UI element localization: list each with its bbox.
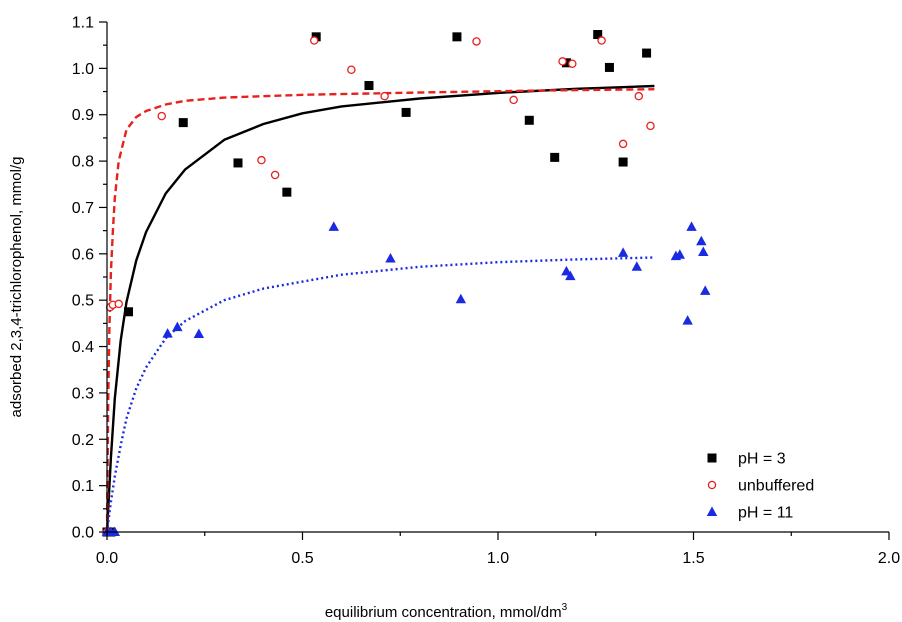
data-point bbox=[472, 37, 481, 46]
y-tick-label: 0.0 bbox=[72, 525, 94, 542]
y-tick-label: 0.1 bbox=[72, 478, 94, 495]
data-point bbox=[452, 32, 462, 42]
data-point bbox=[347, 65, 356, 75]
data-point bbox=[646, 121, 655, 131]
x-tick-label: 0.0 bbox=[96, 550, 118, 567]
axes: 0.0 0.5 1.0 1.5 2.0 0.0 0.1 0.2 0.3 0.4 0.5 0.6 0.7 0… bbox=[72, 15, 900, 568]
y-tick-label: 0.3 bbox=[72, 385, 94, 402]
x-tick-label: 2.0 bbox=[878, 550, 900, 567]
y-tick-label: 0.4 bbox=[72, 339, 94, 356]
y-tick-label: 0.5 bbox=[72, 293, 94, 310]
legend: pH = 3 unbuffered pH = 11 bbox=[706, 451, 814, 522]
y-tick-label: 1.0 bbox=[72, 61, 94, 78]
y-tick-label: 0.2 bbox=[72, 432, 94, 449]
data-point bbox=[568, 59, 577, 68]
x-tick-label: 1.5 bbox=[682, 550, 704, 567]
data-point bbox=[682, 315, 693, 325]
data-point bbox=[455, 293, 467, 304]
data-point bbox=[634, 91, 644, 101]
data-point bbox=[617, 247, 629, 257]
y-tick-label: 0.8 bbox=[72, 154, 94, 171]
legend-marker bbox=[706, 506, 718, 516]
data-points bbox=[101, 30, 711, 537]
legend-label: pH = 11 bbox=[738, 505, 793, 522]
y-axis-label: adsorbed 2,3,4-trichlorophenol, mmol/g bbox=[8, 157, 25, 418]
fit-curve bbox=[105, 84, 655, 533]
data-point bbox=[686, 221, 697, 231]
legend-label: unbuffered bbox=[738, 478, 814, 495]
data-point bbox=[124, 307, 134, 317]
data-point bbox=[385, 252, 396, 263]
x-tick-label: 0.5 bbox=[291, 550, 313, 567]
data-point bbox=[674, 249, 686, 259]
data-point bbox=[565, 270, 576, 281]
x-axis-label-text: equilibrium concentration, mmol/dm bbox=[325, 604, 562, 621]
data-point bbox=[233, 158, 243, 168]
y-tick-label: 0.9 bbox=[72, 107, 94, 124]
x-axis-label-superscript: 3 bbox=[562, 602, 568, 613]
y-tick-label: 0.6 bbox=[72, 246, 94, 263]
data-point bbox=[178, 118, 188, 128]
data-point bbox=[328, 221, 339, 231]
data-point bbox=[380, 91, 389, 101]
data-point bbox=[593, 30, 603, 40]
data-point bbox=[364, 81, 374, 91]
legend-marker bbox=[707, 453, 717, 463]
data-point bbox=[696, 235, 707, 246]
x-axis-label: equilibrium concentration, mmol/dm3 bbox=[325, 602, 568, 621]
legend-label: pH = 3 bbox=[738, 451, 786, 468]
data-point bbox=[509, 95, 518, 105]
data-point bbox=[172, 321, 183, 332]
data-point bbox=[109, 526, 121, 536]
data-point bbox=[157, 111, 166, 121]
data-point bbox=[257, 155, 266, 165]
data-point bbox=[114, 299, 123, 309]
data-point bbox=[162, 328, 173, 338]
data-point bbox=[309, 36, 319, 45]
data-point bbox=[700, 285, 711, 295]
legend-marker bbox=[707, 480, 717, 490]
data-point bbox=[401, 107, 411, 117]
data-point bbox=[558, 57, 567, 66]
data-point bbox=[618, 139, 628, 149]
data-point bbox=[550, 152, 560, 162]
y-tick-label: 0.7 bbox=[72, 200, 94, 217]
y-tick-label: 1.1 bbox=[72, 15, 94, 32]
data-point bbox=[597, 36, 606, 45]
data-point bbox=[618, 157, 628, 167]
data-point bbox=[604, 62, 614, 72]
data-point bbox=[631, 261, 643, 271]
data-point bbox=[524, 115, 534, 125]
fit-curve bbox=[105, 256, 655, 533]
data-point bbox=[270, 170, 280, 180]
x-tick-label: 1.0 bbox=[487, 550, 509, 567]
data-point bbox=[282, 187, 292, 197]
data-point bbox=[642, 48, 652, 58]
fit-curve bbox=[105, 88, 655, 533]
data-point bbox=[193, 328, 205, 339]
fit-curves bbox=[105, 84, 655, 533]
data-point bbox=[698, 246, 709, 256]
